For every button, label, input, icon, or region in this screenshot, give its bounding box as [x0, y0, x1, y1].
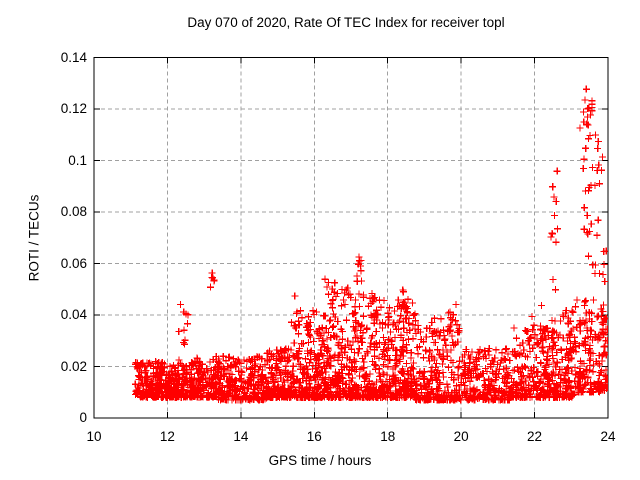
y-tick-label: 0.14 [60, 49, 87, 65]
y-tick-label: 0.04 [60, 307, 87, 322]
data-points [131, 85, 608, 404]
y-tick-label: 0.12 [60, 101, 87, 116]
x-tick-label: 18 [380, 429, 396, 444]
x-tick-label: 20 [453, 429, 469, 444]
y-tick-label: 0.06 [60, 255, 87, 271]
x-tick-label: 10 [86, 429, 102, 444]
y-tick-label: 0.02 [60, 358, 87, 374]
x-axis-label: GPS time / hours [268, 453, 372, 468]
x-tick-label: 22 [527, 429, 543, 444]
x-tick-label: 12 [159, 429, 175, 444]
chart-title: Day 070 of 2020, Rate Of TEC Index for r… [187, 15, 505, 30]
y-tick-label: 0 [79, 410, 87, 425]
y-tick-label: 0.1 [68, 152, 87, 168]
y-tick-label: 0.08 [60, 204, 87, 219]
plot-border [93, 57, 609, 419]
x-tick-label: 16 [306, 429, 322, 444]
x-tick-label: 24 [600, 429, 616, 444]
x-tick-label: 14 [233, 429, 249, 444]
